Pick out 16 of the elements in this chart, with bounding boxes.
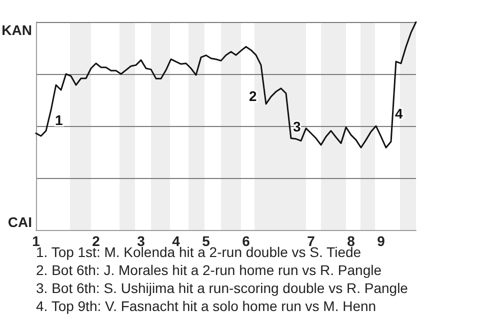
- annotation: 2: [249, 88, 257, 104]
- text: 4. Top 9th: V. Fasnacht hit a solo home run vs M. Henn: [36, 297, 378, 315]
- x-tick-label: 8: [347, 233, 356, 249]
- annotation: 1: [55, 112, 63, 128]
- x-tick-label: 2: [92, 233, 100, 249]
- annotation: 4: [395, 106, 403, 122]
- x-tick-label: 9: [377, 233, 386, 249]
- text: 3. Bot 6th: S. Ushijima hit a run-scoring double vs R. Pangle: [36, 279, 408, 297]
- text: KAN: [2, 22, 32, 38]
- annotation: 3: [293, 118, 301, 134]
- text: 2. Bot 6th: J. Morales hit a 2-run home run vs R. Pangle: [36, 261, 383, 279]
- text: CAI: [8, 214, 32, 230]
- x-tick-label: 4: [172, 233, 180, 249]
- x-tick-label: 6: [242, 233, 250, 249]
- x-tick-label: 3: [137, 233, 146, 249]
- x-tick-label: 5: [202, 233, 210, 249]
